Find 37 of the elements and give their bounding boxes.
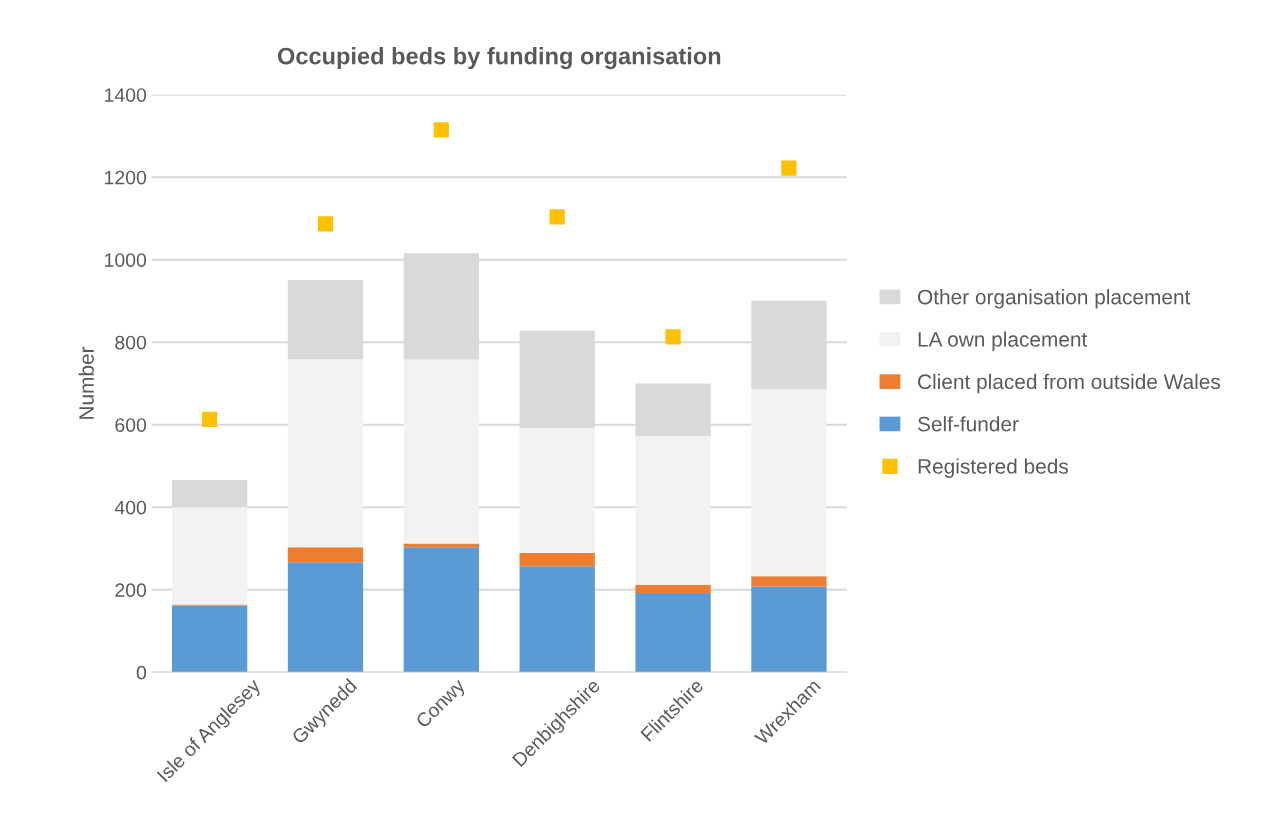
- bar: [635, 593, 711, 673]
- point: [549, 209, 565, 225]
- bar: [171, 507, 248, 605]
- bar: [171, 605, 248, 673]
- bar: [403, 547, 479, 673]
- y-tick-label: 200: [115, 583, 147, 598]
- point: [202, 411, 218, 427]
- y-tick-label: 1200: [105, 170, 147, 185]
- point: [317, 216, 334, 232]
- y-tick-label: 1400: [105, 88, 147, 102]
- bar: [403, 359, 479, 544]
- point: [781, 160, 797, 176]
- legend-label: Client placed from outside Wales: [918, 373, 1221, 394]
- point: [665, 329, 681, 345]
- bar: [751, 389, 827, 577]
- bar: [751, 576, 827, 587]
- y-tick-label: 0: [136, 665, 147, 680]
- legend-label: Other organisation placement: [918, 289, 1191, 309]
- bar: [519, 553, 595, 567]
- chart-title: Occupied beds by funding organisation: [277, 47, 721, 70]
- legend-label: LA own placement: [918, 331, 1088, 351]
- y-tick-label: 1000: [105, 253, 147, 267]
- y-tick-label: 400: [114, 500, 147, 515]
- bar: [287, 359, 364, 548]
- bar: [751, 586, 827, 673]
- bar: [635, 584, 711, 594]
- y-tick-label: 600: [115, 418, 147, 432]
- legend-label: Self-funder: [917, 416, 1019, 432]
- bar: [635, 436, 711, 585]
- bar: [287, 547, 364, 563]
- point: [433, 122, 449, 138]
- y-axis-title: Number: [78, 346, 94, 419]
- y-tick-label: 800: [115, 335, 147, 350]
- legend-label: Registered beds: [918, 458, 1068, 478]
- bar: [287, 562, 364, 673]
- bar: [519, 566, 595, 673]
- bar: [519, 428, 595, 554]
